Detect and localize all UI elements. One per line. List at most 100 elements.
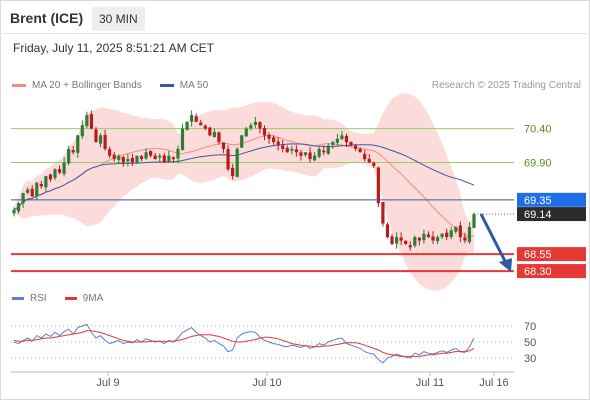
candle <box>340 130 344 141</box>
candle-body <box>67 148 71 164</box>
candle <box>290 145 294 155</box>
candle-body <box>340 135 344 140</box>
timeframe-button[interactable]: 30 MIN <box>92 7 145 31</box>
chart-header: Brent (ICE) 30 MIN <box>0 0 590 38</box>
candle <box>353 144 358 152</box>
x-tick-label: Jul 9 <box>96 377 119 389</box>
candle <box>404 240 408 246</box>
candle <box>85 111 89 129</box>
candle <box>249 122 253 131</box>
candle-body <box>103 134 107 149</box>
candle <box>244 126 248 137</box>
candle <box>167 150 171 163</box>
candle-body <box>231 167 235 177</box>
last-price-label: 69.14 <box>524 209 552 221</box>
candle-body <box>435 237 440 242</box>
instrument-title: Brent (ICE) <box>10 10 84 26</box>
candle <box>372 161 376 169</box>
rsi-line <box>13 323 475 364</box>
legend-rsi-label: RSI <box>30 293 47 304</box>
candle <box>48 173 53 182</box>
credit-text: Research © 2025 Trading Central <box>431 80 581 91</box>
candle <box>312 152 317 162</box>
support-label: 68.30 <box>524 266 552 278</box>
candle-body <box>240 135 244 148</box>
candle-body <box>445 232 449 238</box>
candle <box>331 140 335 150</box>
rsi-legend: RSI 9MA <box>12 293 121 304</box>
candle <box>253 116 257 128</box>
candle <box>349 141 353 147</box>
candle <box>71 145 75 155</box>
candle-body <box>399 237 403 241</box>
candle-body <box>44 176 48 188</box>
candle <box>53 168 57 181</box>
candle-body <box>167 155 171 162</box>
candle <box>390 233 394 246</box>
candle <box>171 156 176 163</box>
candle-body <box>203 125 207 129</box>
legend-rsi: RSI <box>12 293 47 304</box>
candle <box>235 146 239 178</box>
candle <box>130 153 135 166</box>
candle <box>281 140 285 153</box>
candle-body <box>349 141 353 146</box>
candle-body <box>30 188 34 197</box>
candle <box>258 121 262 134</box>
candle <box>399 232 403 245</box>
candle-body <box>185 121 189 131</box>
candle <box>139 155 144 162</box>
candle-body <box>89 114 94 129</box>
rsi-level-label: 50 <box>524 337 536 349</box>
candle <box>303 152 308 157</box>
candle <box>454 226 458 234</box>
candle <box>363 149 367 162</box>
legend-9ma: 9MA <box>64 293 103 304</box>
candle-body <box>472 214 476 228</box>
support-tag <box>517 264 586 279</box>
candle <box>162 152 166 164</box>
candle-body <box>57 169 62 173</box>
candle <box>276 137 280 151</box>
candle-body <box>312 155 317 161</box>
candle-body <box>12 210 16 214</box>
candle <box>103 129 107 151</box>
candle <box>299 149 303 161</box>
candle <box>221 142 226 154</box>
candle-body <box>281 145 285 149</box>
candle-body <box>158 155 162 158</box>
candle <box>417 236 421 246</box>
candle <box>422 229 426 244</box>
candle-body <box>130 157 135 163</box>
candle-body <box>431 236 435 241</box>
candle-body <box>108 149 112 156</box>
candle <box>358 147 362 153</box>
legend-ma50: MA 50 <box>159 80 208 91</box>
candle-body <box>62 162 66 174</box>
candle-body <box>413 237 417 246</box>
candle <box>394 232 399 249</box>
candle <box>272 135 276 145</box>
candle-body <box>16 203 21 212</box>
legend-ma20-label: MA 20 + Bollinger Bands <box>32 80 142 91</box>
candle-body <box>180 128 185 150</box>
candle-body <box>376 167 380 204</box>
candle-body <box>272 137 276 143</box>
candle-body <box>39 184 43 187</box>
candle-body <box>344 135 349 143</box>
candle <box>194 113 198 123</box>
candle-body <box>76 135 80 153</box>
candle <box>76 134 80 158</box>
candle-body <box>317 148 321 157</box>
candle <box>208 126 212 137</box>
candle <box>463 232 467 243</box>
rsi-swatch <box>12 297 24 300</box>
candle-body <box>358 148 362 153</box>
candle <box>135 155 139 165</box>
candle <box>267 132 271 144</box>
candle-body <box>235 148 239 177</box>
candle <box>149 150 153 158</box>
ma50-label: 69.35 <box>524 195 552 207</box>
last-price-tag <box>517 207 586 222</box>
